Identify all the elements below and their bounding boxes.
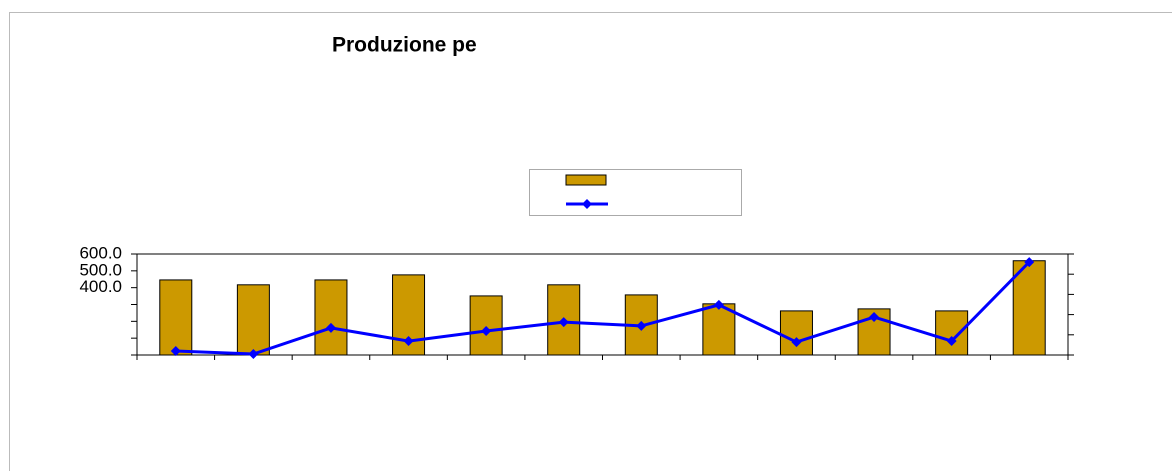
frame xyxy=(9,12,1172,471)
bar xyxy=(314,279,348,356)
bar xyxy=(159,279,193,356)
y-tick-label: 400.0 xyxy=(79,277,122,296)
line xyxy=(175,261,1031,356)
line-marker xyxy=(170,345,181,356)
line-marker xyxy=(481,325,492,336)
line-marker xyxy=(1024,257,1035,268)
bar xyxy=(779,310,813,356)
chart-title: Produzione pe xyxy=(332,34,477,57)
legend xyxy=(529,169,742,216)
line-marker xyxy=(713,299,724,310)
line-marker xyxy=(791,337,802,348)
bar xyxy=(935,310,969,356)
line-marker xyxy=(636,320,647,331)
bar xyxy=(1012,260,1046,356)
line-marker xyxy=(325,322,336,333)
bar xyxy=(469,295,503,356)
legend-marker xyxy=(582,199,592,209)
line-marker xyxy=(558,317,569,328)
line-marker xyxy=(946,336,957,347)
legend-swatch xyxy=(565,174,607,186)
bar xyxy=(236,284,270,356)
line-marker xyxy=(248,348,259,359)
line-marker xyxy=(869,312,880,323)
y-tick-label: 600.0 xyxy=(79,243,122,262)
bar xyxy=(392,274,426,356)
y-tick-label: 500.0 xyxy=(79,260,122,279)
line-marker xyxy=(403,336,414,347)
